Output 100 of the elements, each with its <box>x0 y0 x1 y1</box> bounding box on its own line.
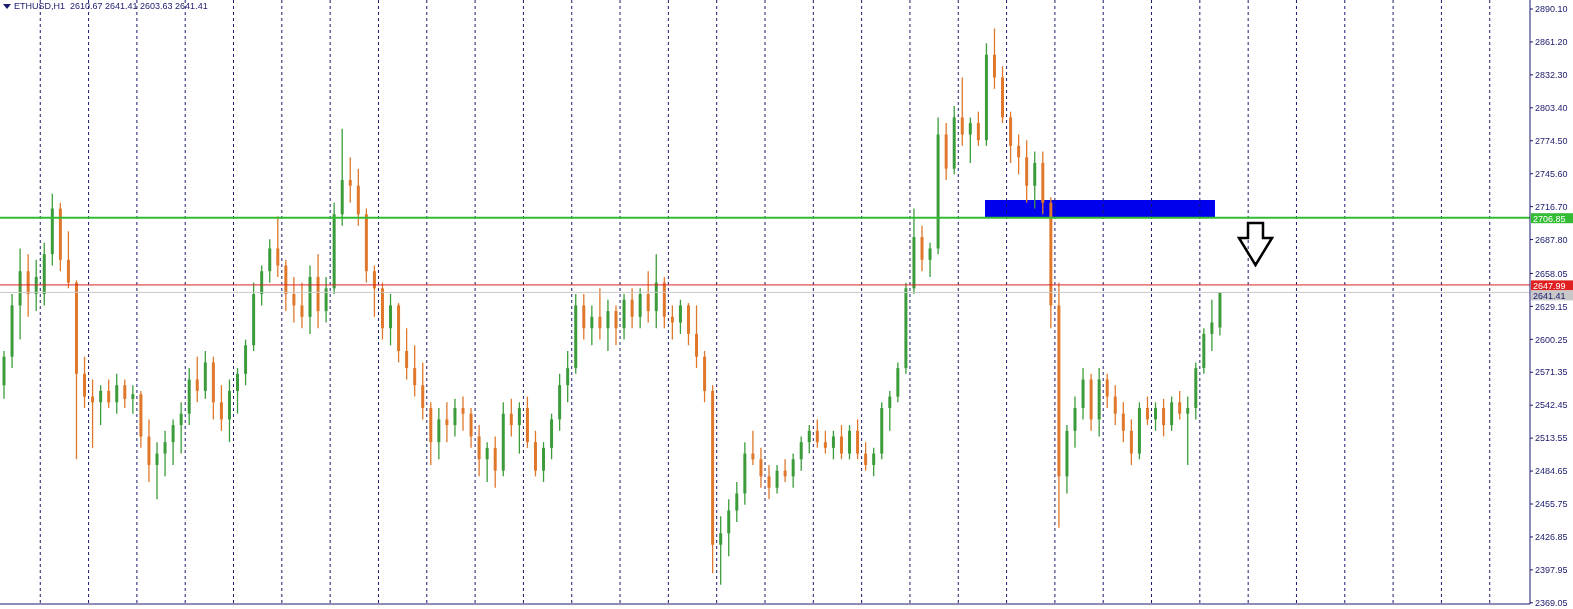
candlestick <box>485 441 489 483</box>
candlestick <box>582 293 586 341</box>
y-tick-label: 2426.85 <box>1535 532 1568 543</box>
y-tick-label: 2890.10 <box>1535 4 1568 15</box>
candlestick <box>1154 401 1158 432</box>
candlestick <box>968 116 972 164</box>
candlestick <box>542 441 546 483</box>
candlestick <box>1033 150 1037 210</box>
candlestick <box>638 287 642 329</box>
ref-line-label: 2706.85 <box>1533 213 1566 224</box>
candlestick <box>630 287 634 329</box>
candlestick <box>1017 133 1021 176</box>
candlestick <box>437 407 441 460</box>
ref-line-label: 2641.41 <box>1533 290 1566 301</box>
candlestick <box>219 384 223 432</box>
y-tick-label: 2455.75 <box>1535 499 1568 510</box>
candlestick <box>928 242 932 278</box>
candlestick <box>1170 395 1174 432</box>
candlestick <box>590 304 594 346</box>
candlestick <box>236 367 240 415</box>
y-tick-label: 2397.95 <box>1535 565 1568 576</box>
y-tick-label: 2658.05 <box>1535 268 1568 279</box>
candlestick <box>831 430 835 460</box>
candlestick <box>453 398 457 438</box>
candlestick <box>920 225 924 272</box>
candlestick <box>445 401 449 443</box>
candlestick <box>493 435 497 489</box>
candlestick <box>767 464 771 500</box>
y-tick-label: 2832.30 <box>1535 70 1568 81</box>
candlestick <box>1121 401 1125 443</box>
y-tick-label: 2629.15 <box>1535 301 1568 312</box>
candlestick <box>727 498 731 557</box>
candlestick <box>775 464 779 495</box>
candlestick <box>1210 299 1214 352</box>
candlestick <box>268 238 272 284</box>
candlestick <box>1162 398 1166 438</box>
candlestick <box>839 424 843 460</box>
candlestick <box>195 356 199 403</box>
candlestick <box>155 441 159 500</box>
y-tick-label: 2803.40 <box>1535 103 1568 113</box>
candlestick <box>1145 395 1149 426</box>
candlestick <box>1186 395 1190 466</box>
candlestick <box>1073 395 1077 449</box>
candlestick <box>678 299 682 335</box>
candlestick <box>83 356 87 409</box>
candlestick <box>99 384 103 426</box>
candlestick <box>163 430 167 478</box>
candlestick <box>1129 418 1133 466</box>
y-tick-label: 2745.60 <box>1535 168 1568 179</box>
candlestick <box>477 424 481 478</box>
candlestick <box>324 276 328 324</box>
candlestick <box>759 447 763 489</box>
candlestick <box>864 441 868 472</box>
candlestick <box>413 344 417 398</box>
candlestick <box>421 361 425 421</box>
candlestick <box>171 418 175 466</box>
candlestick <box>791 452 795 489</box>
chart-title: ETHUSD,H1 2610.67 2641.41 2603.63 2641.41 <box>14 1 208 11</box>
candlestick <box>1178 390 1182 421</box>
candlestick <box>509 398 513 438</box>
y-tick-label: 2600.25 <box>1535 334 1568 345</box>
candlestick <box>848 424 852 460</box>
candlestick <box>646 270 650 324</box>
candlestick <box>300 281 304 329</box>
candlestick <box>461 395 465 432</box>
candlestick <box>976 111 980 147</box>
y-tick-label: 2861.20 <box>1535 37 1568 48</box>
candlestick <box>992 27 996 90</box>
candlestick <box>115 373 119 415</box>
candlestick <box>799 435 803 472</box>
y-tick-label: 2542.45 <box>1535 400 1568 411</box>
candlestick <box>856 418 860 460</box>
candlestick <box>469 407 473 449</box>
candlestick <box>614 304 618 346</box>
candlestick <box>107 378 111 409</box>
y-tick-label: 2484.65 <box>1535 466 1568 477</box>
candlestick <box>1105 373 1109 409</box>
candlestick <box>292 276 296 324</box>
candlestick <box>735 481 739 523</box>
candlestick <box>872 447 876 478</box>
candlestick <box>348 156 352 204</box>
candlestick <box>719 515 723 586</box>
candlestick <box>695 304 699 369</box>
y-tick-label: 2571.35 <box>1535 367 1568 378</box>
y-tick-label: 2687.80 <box>1535 234 1568 245</box>
candlestick <box>131 384 135 415</box>
y-tick-label: 2513.55 <box>1535 433 1568 444</box>
y-tick-label: 2716.70 <box>1535 201 1568 212</box>
y-tick-label: 2369.05 <box>1535 598 1568 608</box>
candlestick <box>598 287 602 341</box>
candlestick <box>807 424 811 455</box>
candlestick <box>815 418 819 449</box>
y-tick-label: 2774.50 <box>1535 135 1568 146</box>
candlestick <box>389 293 393 346</box>
candlestick <box>1113 384 1117 426</box>
candlestick <box>179 401 183 455</box>
candlestick <box>670 304 674 341</box>
candlestick <box>960 76 964 147</box>
ref-line-label: 2647.99 <box>1533 280 1566 291</box>
candlestick <box>888 390 892 432</box>
